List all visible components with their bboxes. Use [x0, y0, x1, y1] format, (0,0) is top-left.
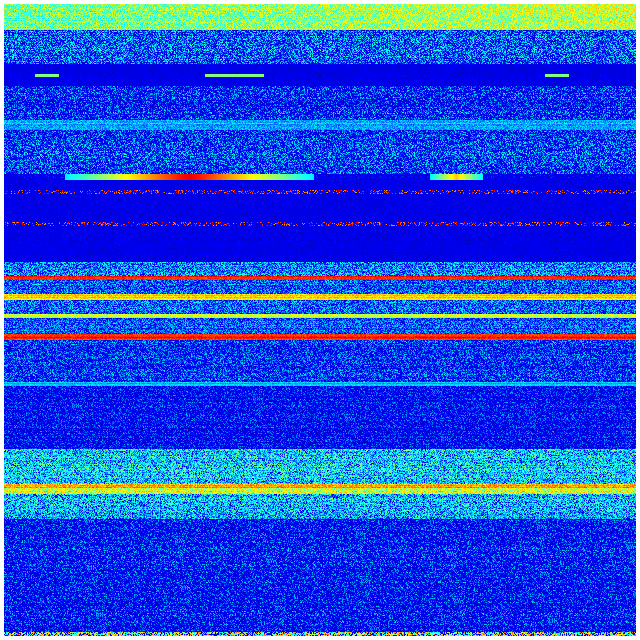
spectrogram-heatmap: [4, 4, 636, 636]
